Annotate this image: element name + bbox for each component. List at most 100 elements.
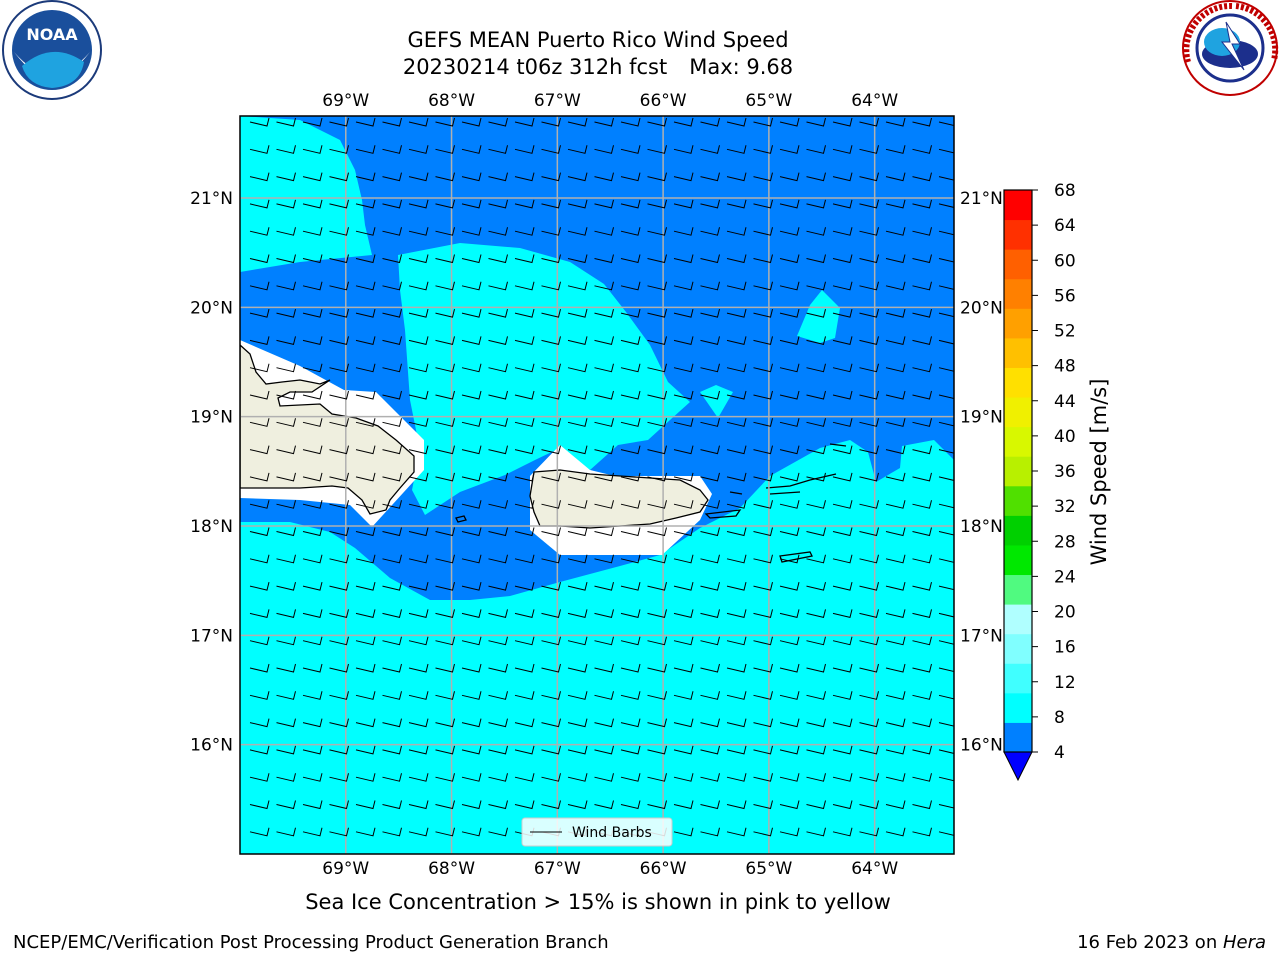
wind-barb [276,827,296,837]
colorbar-segment [1004,692,1032,723]
wind-barb [912,554,932,564]
wind-barb [885,773,906,782]
chart-subtitle-run: 20230214 t06z 312h fcst Max: 9.68 [240,54,956,80]
wind-barb [355,281,376,291]
wind-barb [647,691,667,700]
sea-ice-note: Sea Ice Concentration > 15% is shown in … [305,890,891,914]
wind-barb [276,745,296,755]
wind-barb [276,390,296,400]
wind-barb [938,449,954,454]
wind-barb [912,227,932,236]
wind-barb [859,663,879,673]
wind-barb [859,308,879,318]
colorbar-segment [1004,190,1032,221]
wind-barb [885,691,906,700]
wind-barb [806,663,826,673]
wind-barb [382,308,402,318]
wind-barb [541,472,561,482]
wind-barb [541,609,561,618]
wind-barb [514,718,535,728]
wind-barb [832,172,853,182]
wind-barb [753,117,773,127]
wind-barb [620,145,641,154]
wind-barb [408,581,429,591]
wind-barb [726,308,747,318]
wind-barb [673,691,694,700]
lat-labels-right: 21°N 20°N 19°N 18°N 17°N 16°N [960,189,1003,756]
wind-barb [567,145,588,154]
land-mona [455,515,467,523]
wind-barb [276,199,296,209]
wind-barb [779,800,800,810]
wind-barb [408,336,429,345]
wind-barb [435,527,455,537]
wind-barb [461,281,482,291]
wind-barb [859,581,879,591]
wind-barb [329,718,349,728]
wind-barb [488,281,508,291]
wind-barb [514,308,535,318]
wind-barb [885,172,906,182]
wind-barb [620,445,641,455]
wind-barb [832,418,853,427]
legend-label: Wind Barbs [572,825,652,841]
wind-barb [488,691,508,700]
wind-barb [461,199,482,209]
lat-labels-left: 21°N 20°N 19°N 18°N 17°N 16°N [190,189,233,756]
wind-barb [620,636,641,646]
wind-barb [806,145,826,154]
wind-band-8-12-islet2 [700,385,733,418]
wind-barb [620,281,641,291]
plot-frame [239,115,955,855]
wind-barb [567,336,588,345]
wind-barb [329,800,349,810]
wind-barb [620,308,641,318]
wind-barb [912,500,932,509]
wind-barb [541,145,561,154]
wind-barb [673,308,694,318]
wind-barb [647,554,667,564]
wind-barb [329,500,349,509]
wind-barb [647,472,667,482]
wind-barb [355,117,376,127]
wind-barb [938,339,954,345]
colorbar-tick-label: 44 [1054,392,1076,412]
wind-barb [859,363,879,373]
lon-label-bottom: 67°W [534,859,581,879]
lat-label-right: 18°N [960,517,1003,537]
wind-barb [647,308,667,318]
wind-barb [700,390,720,400]
wind-barb [912,199,932,209]
wind-barb [832,636,853,646]
wind-barb [329,227,349,236]
wind-barb [276,718,296,728]
wind-barb [620,500,641,509]
wind-barb [938,421,954,427]
wind-barb [302,663,323,673]
wind-barb [594,199,614,209]
colorbar-segment [1004,308,1032,339]
wind-barb [620,554,641,564]
colorbar-tick-label: 36 [1054,462,1076,482]
wind-barb [488,554,508,564]
wind-barb [488,500,508,509]
wind-barb [726,199,747,209]
wind-barb [276,581,296,591]
wind-band-8-12-central [398,243,690,515]
wind-barb [276,418,296,427]
wind-barb [488,390,508,400]
wind-barb [726,390,747,400]
wind-barb [514,172,535,182]
wind-barb [408,527,429,537]
wind-barb [461,609,482,618]
wind-barb [488,254,508,264]
wind-barb [382,500,402,509]
wind-barb [859,800,879,810]
wind-barb [329,418,349,427]
wind-barb [859,145,879,154]
wind-barb [355,418,376,427]
wind-barb [620,390,641,400]
wind-barb [806,827,826,837]
wind-barb [779,145,800,154]
wind-barb [647,445,667,455]
